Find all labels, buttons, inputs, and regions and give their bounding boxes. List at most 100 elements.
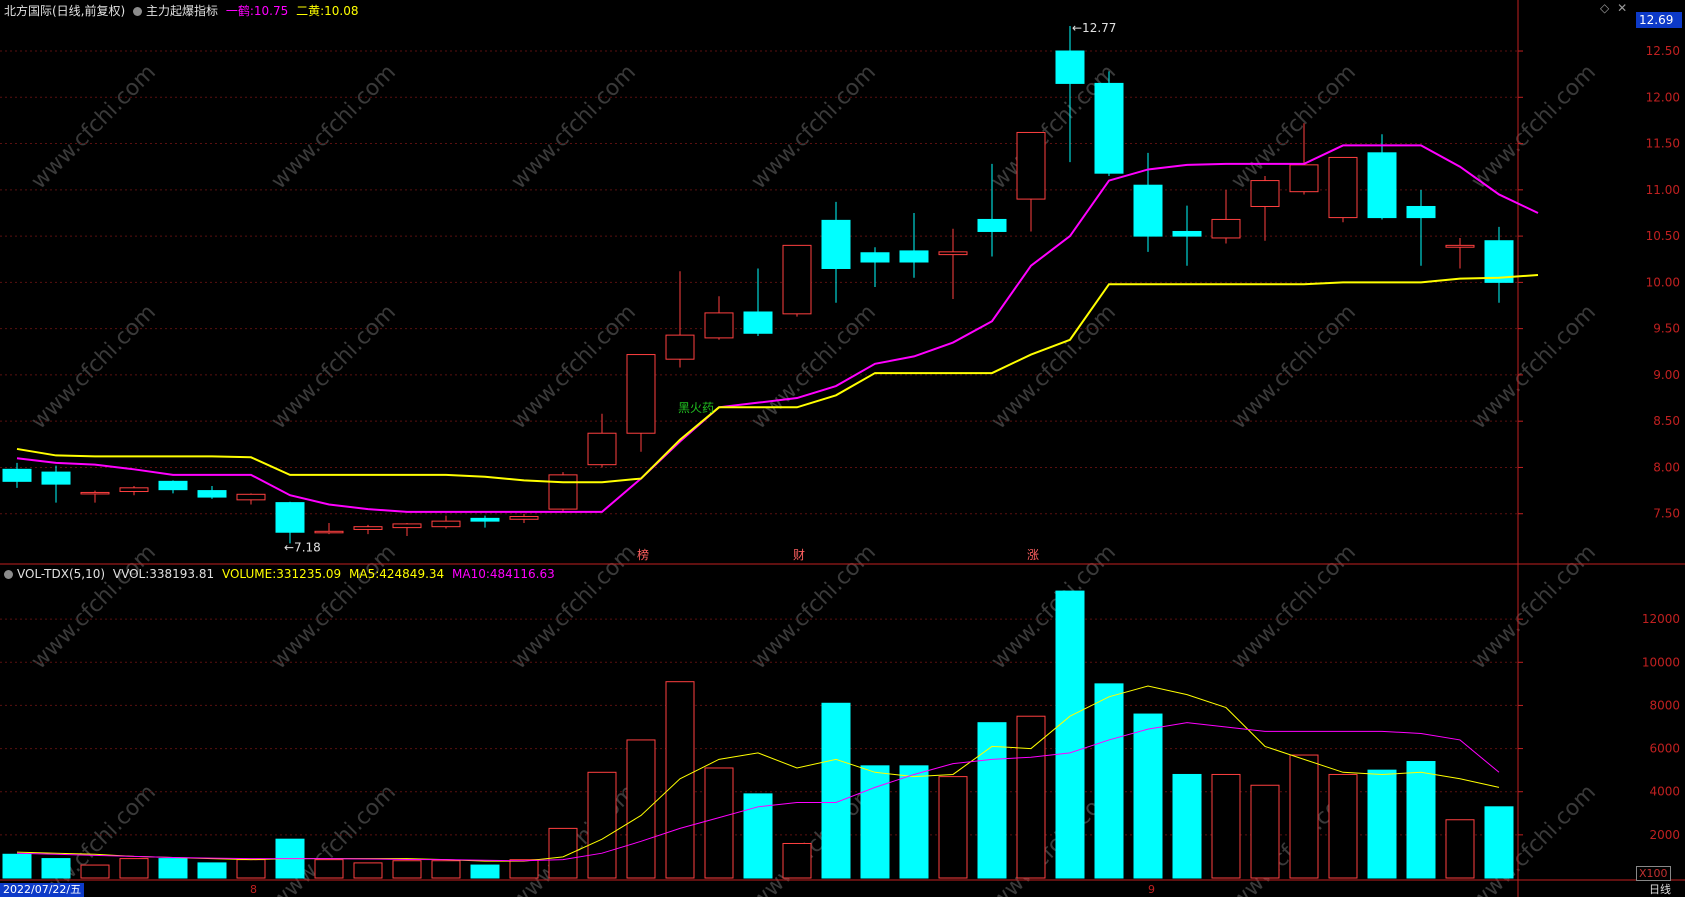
volume-tick-label: 4000 (1649, 785, 1680, 799)
volume-chart-header: VOL-TDX(5,10) VVOL:338193.81 VOLUME:3312… (4, 567, 559, 581)
volume-bar (314, 859, 344, 879)
indicator-name[interactable]: 主力起爆指标 (146, 4, 219, 18)
stock-name[interactable]: 北方国际(日线,前复权) (4, 4, 126, 18)
ma10-label: MA10: (452, 567, 490, 581)
candle-body (470, 517, 500, 522)
candle-body (197, 490, 227, 498)
volume-bar (1328, 773, 1358, 879)
watermark-text: www.cfchi.com (1467, 60, 1601, 194)
watermark-text: www.cfchi.com (507, 540, 641, 674)
volume-bar (1250, 784, 1280, 879)
volume-tick-label: 2000 (1649, 828, 1680, 842)
volume-bar (41, 858, 71, 879)
price-tick-label: 10.00 (1646, 275, 1680, 289)
volume-label: VOLUME: (221, 567, 277, 581)
volume-indicator-name[interactable]: VOL-TDX(5,10) (17, 567, 106, 581)
signal-label: 黑火药 (678, 401, 714, 415)
candle-body (665, 334, 695, 360)
price-tick-label: 8.00 (1653, 460, 1680, 474)
event-marker: 涨 (1027, 547, 1039, 562)
watermark-text: www.cfchi.com (1227, 300, 1361, 434)
volume-tick-label: 12000 (1642, 612, 1680, 626)
volume-bar (1094, 683, 1124, 879)
indicator-lines (16, 144, 1539, 513)
event-marker: 榜 (637, 547, 649, 562)
candle-body (1445, 244, 1475, 248)
volume-bar (821, 702, 851, 879)
period-label[interactable]: 日线 (1649, 883, 1671, 896)
candle-body (314, 530, 344, 534)
volume-bar (938, 776, 968, 879)
candle-body (1250, 180, 1280, 207)
volume-bar (392, 860, 422, 879)
vvol-label: VVOL: (112, 567, 150, 581)
volume-bar (509, 859, 539, 879)
candle-body (1406, 205, 1436, 219)
candle-body (938, 251, 968, 256)
candle-body (743, 311, 773, 334)
close-icon[interactable]: ✕ (1617, 1, 1628, 15)
candle-body (41, 471, 71, 485)
volume-bar (860, 765, 890, 879)
indicator-line (16, 273, 1539, 484)
price-axis: 7.50 8.00 8.50 9.00 9.50 10.00 10.50 11.00 11.50… (1518, 44, 1680, 842)
high-price-label: ←12.77 (1072, 21, 1116, 35)
watermark-text: www.cfchi.com (507, 300, 641, 434)
volume-bar (704, 767, 734, 879)
volume-ma-line (16, 685, 1500, 862)
candle-body (392, 523, 422, 529)
month-mark: 9 (1148, 883, 1155, 896)
volume-bar (899, 765, 929, 879)
candle-body (899, 250, 929, 263)
price-tick-label: 11.50 (1646, 137, 1680, 151)
line1-label: 一鹤: (225, 4, 254, 18)
candle-body (2, 468, 32, 482)
volume-bar (665, 681, 695, 879)
watermark-text: www.cfchi.com (747, 540, 881, 674)
volume-tick-label: 6000 (1649, 742, 1680, 756)
volume-bar (1016, 715, 1046, 879)
candle-body (1328, 156, 1358, 219)
watermark-text: www.cfchi.com (1227, 540, 1361, 674)
volume-bar (1211, 773, 1241, 879)
volume-bar (1133, 713, 1163, 879)
watermark-text: www.cfchi.com (267, 60, 401, 194)
corner-icons: ◇ ✕ (1600, 1, 1627, 15)
candle-body (431, 520, 461, 528)
line2-value: 10.08 (324, 4, 359, 18)
price-tick-label: 7.50 (1653, 507, 1680, 521)
ma5-label: MA5: (349, 567, 380, 581)
volume-bar (236, 859, 266, 879)
volume-bars (2, 590, 1514, 879)
volume-bar (743, 793, 773, 879)
price-tick-label: 9.00 (1653, 368, 1680, 382)
indicator-dot-icon[interactable] (133, 7, 143, 16)
volume-bar (782, 842, 812, 879)
candlestick-series (2, 26, 1514, 544)
date-badge: 2022/07/22/五 (0, 883, 85, 897)
candle-body (80, 491, 110, 495)
candle-body (587, 432, 617, 466)
volume-tick-label: 8000 (1649, 698, 1680, 712)
candle-body (704, 312, 734, 339)
watermark-text: www.cfchi.com (267, 540, 401, 674)
candle-body (821, 219, 851, 269)
price-tick-label: 12.00 (1646, 90, 1680, 104)
volume-bar (1172, 773, 1202, 879)
diamond-icon[interactable]: ◇ (1600, 1, 1610, 15)
candle-body (236, 493, 266, 501)
candle-body (509, 516, 539, 520)
volume-bar (197, 862, 227, 879)
volume-bar (1367, 769, 1397, 879)
volume-bar (2, 853, 32, 879)
candle-body (1133, 184, 1163, 237)
candle-body (275, 502, 305, 533)
candle-body (1484, 240, 1514, 283)
price-tick-label: 11.00 (1646, 183, 1680, 197)
ma5-value: 424849.34 (379, 567, 445, 581)
candle-body (158, 480, 188, 491)
volume-tick-label: 10000 (1642, 655, 1680, 669)
watermark-text: www.cfchi.com (1467, 300, 1601, 434)
volume-dot-icon[interactable] (4, 570, 13, 579)
candle-body (1094, 82, 1124, 174)
